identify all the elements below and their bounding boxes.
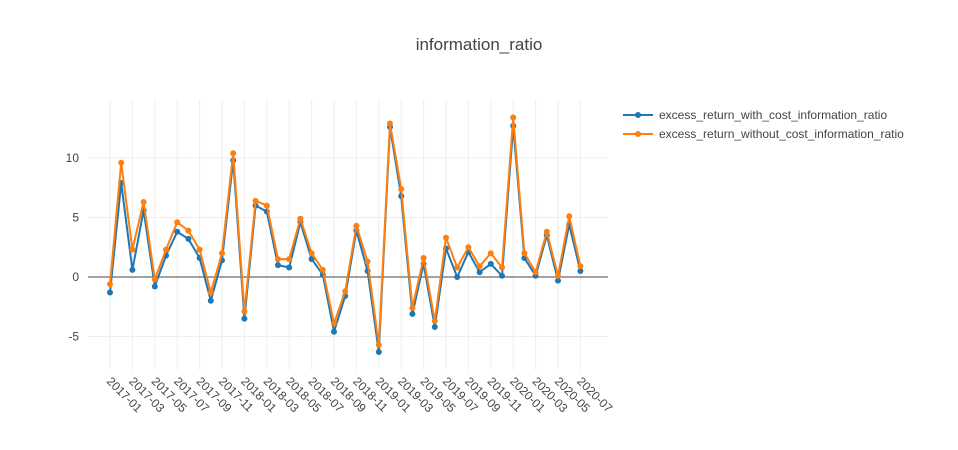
series-2-point xyxy=(163,246,169,253)
series-2-point xyxy=(420,254,427,261)
series-1-point xyxy=(151,283,158,290)
series-1-point xyxy=(409,310,416,317)
series-1-point xyxy=(185,235,192,242)
series-1-point xyxy=(331,328,337,335)
legend-marker-2 xyxy=(635,131,641,137)
series-2-point xyxy=(409,304,416,311)
series-2-point xyxy=(353,222,360,229)
series-2-point xyxy=(398,185,405,192)
y-axis: -5 0 5 10 xyxy=(66,151,80,344)
series-1-point xyxy=(476,269,483,276)
series-1-point xyxy=(207,297,214,304)
chart-title: information_ratio xyxy=(416,35,543,54)
series-2-point xyxy=(387,120,393,127)
series-2-point xyxy=(331,320,337,327)
series-2-point xyxy=(263,202,270,209)
legend[interactable]: excess_return_with_cost_information_rati… xyxy=(623,108,904,141)
series-line-2 xyxy=(109,116,582,346)
series-2-point xyxy=(107,281,113,288)
series-2-point xyxy=(207,289,214,296)
series-2-point xyxy=(454,264,461,271)
series-1-point xyxy=(375,348,382,355)
series-2-point xyxy=(543,228,550,235)
series-2-point xyxy=(297,215,304,222)
series-2-point xyxy=(174,219,181,226)
series-2-point xyxy=(510,114,517,121)
x-axis: 2017-012017-032017-052017-072017-092017-… xyxy=(104,374,616,415)
series-2-point xyxy=(196,246,203,253)
series-2-point xyxy=(476,263,483,270)
series-1-point xyxy=(286,264,293,271)
y-tick-label: 0 xyxy=(72,270,79,284)
series-2-point xyxy=(499,264,505,271)
series-2-point xyxy=(577,263,584,270)
series-1-point xyxy=(577,268,584,275)
series-2-point xyxy=(443,234,449,241)
series-2-point xyxy=(487,250,494,257)
series-1-point xyxy=(555,277,561,284)
plot-area xyxy=(107,114,584,355)
legend-marker-1 xyxy=(635,112,641,118)
series-2-point xyxy=(465,244,472,251)
series-1-point xyxy=(129,266,136,273)
legend-label-2: excess_return_without_cost_information_r… xyxy=(659,127,904,141)
grid xyxy=(88,100,608,370)
series-2-point xyxy=(151,276,158,283)
series-1-point xyxy=(431,323,438,330)
series-2-point xyxy=(375,341,382,348)
series-2-point xyxy=(241,308,248,315)
series-2-point xyxy=(521,250,528,257)
y-tick-label: -5 xyxy=(68,330,79,344)
series-1-point xyxy=(241,315,248,322)
y-tick-label: 10 xyxy=(66,151,80,165)
series-1-point xyxy=(499,272,505,279)
series-2-point xyxy=(308,250,315,257)
series-1-point xyxy=(275,262,281,269)
series-2-point xyxy=(185,227,192,234)
series-2-point xyxy=(431,318,438,325)
series-2-point xyxy=(140,199,147,206)
series-1-point xyxy=(308,256,315,263)
series-1-point xyxy=(454,274,461,280)
series-2-point xyxy=(342,288,349,295)
series-1-point xyxy=(487,260,494,267)
series-1-point xyxy=(107,289,113,296)
series-2-point xyxy=(319,266,326,273)
series-2-point xyxy=(555,272,561,279)
series-2-point xyxy=(364,258,371,265)
series-2-point xyxy=(230,150,237,157)
series-2-point xyxy=(129,246,136,253)
series-1-point xyxy=(174,228,181,235)
series-2-point xyxy=(532,269,539,276)
series-2-point xyxy=(219,250,225,257)
series-2-point xyxy=(275,256,281,263)
series-2-point xyxy=(566,213,573,220)
series-2-point xyxy=(118,159,125,166)
series-2-point xyxy=(286,256,293,263)
series-2-point xyxy=(252,197,259,204)
legend-label-1: excess_return_with_cost_information_rati… xyxy=(659,108,887,122)
y-tick-label: 5 xyxy=(72,211,79,225)
